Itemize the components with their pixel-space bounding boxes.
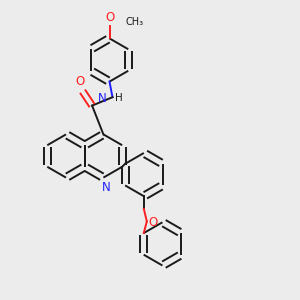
Text: N: N (98, 92, 107, 105)
Text: O: O (76, 75, 85, 88)
Text: O: O (105, 11, 114, 24)
Text: N: N (101, 181, 110, 194)
Text: O: O (148, 215, 157, 229)
Text: H: H (116, 93, 123, 103)
Text: CH₃: CH₃ (125, 17, 143, 27)
